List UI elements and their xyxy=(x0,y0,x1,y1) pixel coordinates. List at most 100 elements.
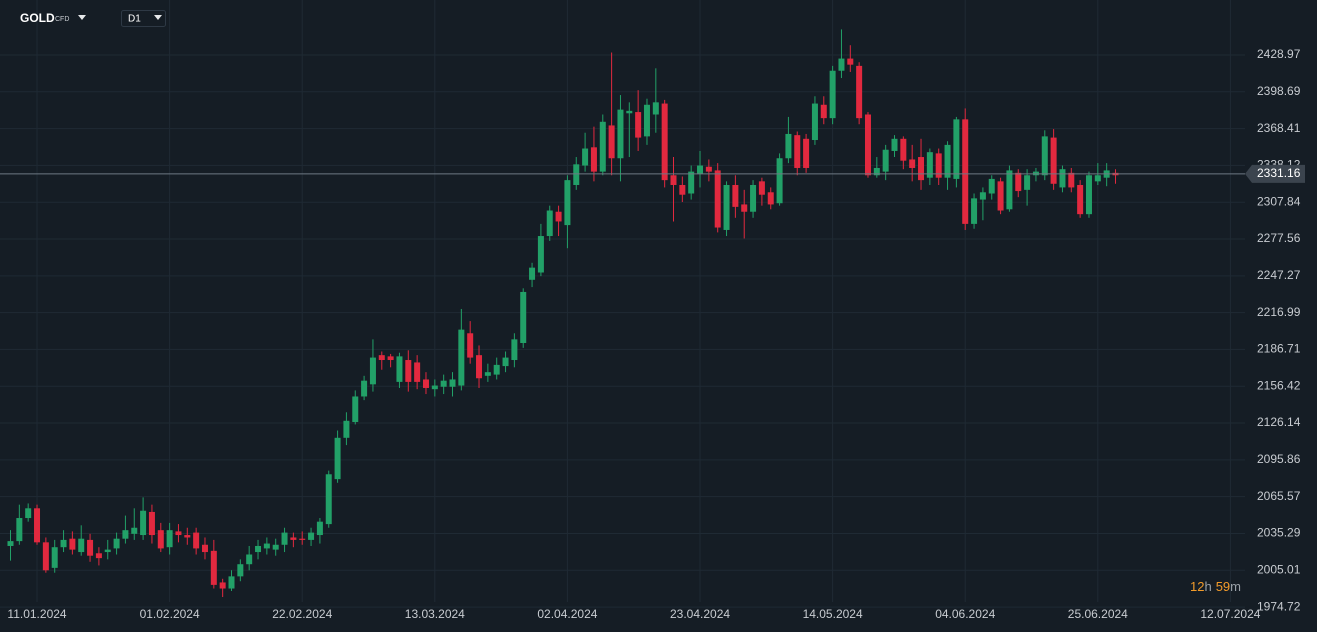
candle-body xyxy=(1068,172,1075,188)
candle-body xyxy=(838,58,845,71)
candle-body xyxy=(431,385,438,390)
symbol[interactable]: GOLD xyxy=(20,11,55,25)
dropdown-arrow[interactable] xyxy=(154,15,162,20)
candle-body xyxy=(891,138,898,151)
countdown-hours-unit: h xyxy=(1204,579,1211,594)
candle-body xyxy=(679,184,686,195)
candle-body xyxy=(847,58,854,65)
candle-body xyxy=(590,147,597,172)
candle-body xyxy=(564,180,571,226)
candle-body xyxy=(1094,175,1101,182)
candle-body xyxy=(926,152,933,178)
candle-body xyxy=(387,356,394,361)
candle-body xyxy=(617,109,624,159)
candle-body xyxy=(1085,175,1092,215)
candle-body xyxy=(7,541,14,546)
candle-body xyxy=(750,184,757,212)
candles xyxy=(7,29,1119,598)
candle-body xyxy=(688,171,695,194)
candle-body xyxy=(255,545,262,553)
candle-body xyxy=(369,357,376,385)
candle-body xyxy=(140,510,147,536)
candle-body xyxy=(635,112,642,138)
countdown-minutes: 59 xyxy=(1216,579,1230,594)
countdown: 12h 59m xyxy=(1190,579,1241,594)
candle-body xyxy=(705,166,712,172)
dropdown-arrow[interactable] xyxy=(78,15,86,20)
y-tick-label: 2277.56 xyxy=(1257,231,1301,245)
candle-body xyxy=(281,532,288,545)
candle-body xyxy=(104,549,111,553)
y-tick-label: 2307.84 xyxy=(1257,194,1301,208)
candle-body xyxy=(237,564,244,577)
timeframe-box[interactable] xyxy=(121,10,166,27)
candle-body xyxy=(78,538,85,553)
candle-body xyxy=(626,110,633,114)
y-tick-label: 2216.99 xyxy=(1257,305,1301,319)
y-tick-label: 2428.97 xyxy=(1257,47,1301,61)
candle-body xyxy=(25,508,32,519)
candle-body xyxy=(776,158,783,204)
candle-body xyxy=(732,184,739,207)
candle-body xyxy=(1041,136,1048,176)
candle-body xyxy=(308,532,315,540)
y-tick-label: 2368.41 xyxy=(1257,121,1301,135)
candle-body xyxy=(16,518,23,542)
y-tick-label: 2186.71 xyxy=(1257,342,1301,356)
candle-body xyxy=(440,380,447,387)
overlay: 1974.72 2005.01 2035.29 2065.57 2095.86 2126.… xyxy=(0,47,1305,621)
candle-body xyxy=(361,380,368,397)
y-tick-label: 2126.14 xyxy=(1257,415,1301,429)
x-tick-label: 12.07.2024 xyxy=(1200,607,1260,621)
timeframe-selector[interactable]: D1 xyxy=(121,10,166,27)
symbol-selector[interactable]: GOLD CFD xyxy=(20,11,86,25)
candle-body xyxy=(918,157,925,181)
x-tick-label: 22.02.2024 xyxy=(272,607,332,621)
candle-body xyxy=(997,181,1004,211)
candle-body xyxy=(520,291,527,343)
candle-body xyxy=(546,210,553,237)
candle-body xyxy=(573,164,580,185)
symbol-type[interactable]: CFD xyxy=(55,16,69,23)
candle-body xyxy=(697,165,704,175)
candle-body xyxy=(529,267,536,280)
candle-body xyxy=(953,119,960,179)
last-price-label: 2331.16 xyxy=(1257,166,1301,180)
candle-body xyxy=(988,178,995,194)
candle-body xyxy=(502,357,509,367)
candle-body xyxy=(971,198,978,224)
candle-body xyxy=(794,135,801,168)
candle-body xyxy=(979,192,986,200)
candle-body xyxy=(122,530,129,539)
countdown-minutes-unit: m xyxy=(1230,579,1241,594)
candle-body xyxy=(193,532,200,549)
candle-body xyxy=(95,553,102,559)
candle-body xyxy=(962,119,969,224)
candle-body xyxy=(1050,137,1057,184)
candle-body xyxy=(325,474,332,525)
candle-body xyxy=(723,184,730,230)
countdown-hours: 12 xyxy=(1190,579,1204,594)
candle-body xyxy=(334,437,341,480)
candle-body xyxy=(175,531,182,536)
candle-body xyxy=(873,167,880,176)
timeframe[interactable]: D1 xyxy=(128,14,141,25)
candle-body xyxy=(803,138,810,168)
x-tick-label: 04.06.2024 xyxy=(935,607,995,621)
candle-body xyxy=(42,542,49,571)
y-tick-label: 1974.72 xyxy=(1257,599,1301,613)
candle-body xyxy=(458,329,465,386)
candle-body xyxy=(758,181,765,195)
grid xyxy=(0,0,1245,608)
candle-body xyxy=(661,103,668,181)
candle-body xyxy=(228,576,235,589)
x-tick-label: 25.06.2024 xyxy=(1068,607,1128,621)
y-tick-label: 2247.27 xyxy=(1257,268,1301,282)
candle-body xyxy=(414,362,421,382)
candle-body xyxy=(290,537,297,540)
candle-body xyxy=(201,544,208,553)
candle-body xyxy=(272,544,279,550)
candle-body xyxy=(944,144,951,178)
